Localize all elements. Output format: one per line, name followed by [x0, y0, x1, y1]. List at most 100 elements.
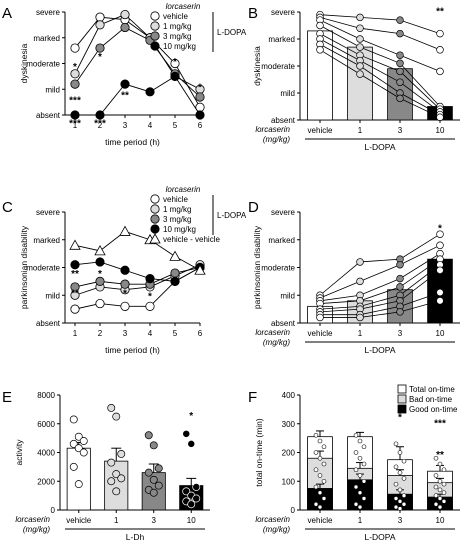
category-title: (mg/kg)	[263, 338, 290, 347]
y-tick-label: marked	[268, 35, 295, 44]
data-point	[194, 264, 206, 275]
individual-point	[396, 283, 404, 291]
y-tick-label: marked	[33, 236, 60, 245]
y-tick-label: absent	[36, 319, 61, 328]
data-point	[170, 276, 180, 286]
data-point	[70, 69, 80, 79]
data-point	[95, 298, 105, 309]
significance-mark: **	[71, 269, 79, 280]
individual-point	[436, 46, 444, 54]
individual-point	[69, 415, 78, 424]
legend-entry: Total on-time	[409, 385, 455, 394]
x-tick-label: 3	[152, 516, 157, 525]
data-point	[70, 79, 80, 89]
individual-point	[356, 62, 364, 70]
individual-point	[441, 490, 447, 496]
individual-point	[437, 487, 443, 493]
x-tick-label: 10	[436, 516, 445, 525]
x-tick-label: 4	[148, 121, 153, 130]
x-tick-label: 3	[123, 329, 128, 338]
legend-marker	[150, 21, 160, 31]
significance-mark: *	[73, 62, 77, 73]
significance-mark: ***	[69, 119, 81, 130]
group-label: L-Dh	[126, 532, 145, 542]
x-tick-label: vehicle	[308, 126, 333, 135]
individual-point	[357, 490, 363, 496]
legend-marker	[150, 214, 160, 224]
individual-point	[74, 444, 83, 453]
x-tick-label: 3	[398, 516, 403, 525]
panel-e: E 0 2000 4000 6000 8000 activity vehicle 1 3 10 lor…	[2, 389, 210, 542]
individual-point	[112, 470, 121, 479]
x-tick-label: vehicle	[66, 516, 91, 525]
individual-point	[396, 67, 404, 76]
subject-line	[319, 14, 441, 34]
y-tick-label: 100	[282, 477, 296, 486]
y-axis-label: parkinsonian disability	[19, 225, 29, 309]
individual-point	[316, 46, 324, 54]
y-tick-label: 4000	[37, 449, 55, 458]
individual-point	[361, 444, 367, 450]
data-point	[170, 58, 180, 69]
data-point	[120, 265, 130, 275]
legend-marker	[150, 31, 160, 41]
individual-point	[361, 478, 367, 484]
individual-point	[117, 474, 126, 483]
individual-point	[393, 441, 399, 447]
individual-point	[433, 455, 439, 461]
individual-point	[74, 432, 83, 441]
x-tick-label: 1	[358, 329, 363, 338]
data-point	[95, 110, 105, 120]
individual-point	[436, 230, 444, 238]
individual-point	[149, 488, 158, 497]
data-point	[169, 250, 181, 261]
y-axis-label: dyskinesia	[252, 46, 262, 86]
individual-point	[357, 473, 363, 478]
x-tick-label: vehicle	[308, 329, 333, 338]
x-tick-label: 2	[98, 121, 103, 130]
legend-entry: 10 mg/kg	[163, 225, 196, 234]
panel-letter: C	[2, 199, 13, 216]
subject-line	[319, 44, 441, 115]
data-point	[145, 301, 155, 311]
x-tick-label: 10	[187, 516, 196, 525]
legend-marker	[150, 224, 160, 234]
individual-point	[356, 277, 364, 286]
y-tick-label: absent	[271, 116, 296, 125]
subject-line	[319, 253, 441, 302]
y-tick-label: absent	[36, 111, 61, 120]
x-tick-label: 1	[358, 126, 363, 135]
individual-point	[357, 504, 363, 510]
subject-line	[320, 300, 441, 318]
individual-point	[361, 496, 367, 501]
legend-marker	[150, 194, 160, 204]
individual-point	[356, 13, 364, 22]
individual-point	[437, 496, 443, 501]
individual-point	[79, 448, 88, 457]
legend-title: lorcaserin	[166, 2, 201, 11]
panel-letter: D	[248, 199, 259, 216]
individual-point	[154, 481, 163, 490]
y-tick-label: 2000	[37, 477, 55, 486]
x-tick-label: 6	[198, 329, 203, 338]
y-tick-label: severe	[36, 8, 61, 17]
x-tick-label: 1	[114, 516, 119, 525]
individual-point	[321, 478, 327, 484]
individual-point	[182, 487, 191, 496]
individual-point	[393, 464, 399, 470]
individual-point	[317, 504, 323, 510]
legend-entry: vehicle	[163, 195, 188, 204]
individual-point	[149, 475, 158, 484]
data-point	[120, 79, 130, 89]
legend-entry: 1 mg/kg	[163, 205, 191, 214]
individual-point	[144, 468, 153, 477]
individual-point	[112, 412, 121, 421]
individual-point	[316, 313, 324, 322]
x-tick-label: 1	[73, 329, 78, 338]
legend-swatch	[397, 384, 407, 394]
x-tick-label: 1	[358, 516, 363, 525]
data-point	[95, 20, 105, 30]
individual-point	[353, 467, 359, 473]
